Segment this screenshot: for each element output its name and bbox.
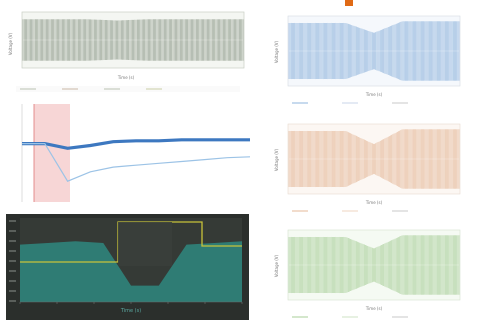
chart-top-left: Time (s) Voltage (V)	[6, 6, 248, 98]
y-tick-label	[9, 240, 16, 242]
chart-right-green-xlabel: Time (s)	[365, 306, 383, 311]
chart-bottom-left-xlabel: Time (s)	[120, 308, 141, 314]
chart-bottom-left: Time (s)	[6, 214, 249, 320]
fault-window	[34, 104, 70, 202]
chart-right-blue-ylabel: Voltage (V)	[274, 40, 279, 63]
legend-strip	[16, 86, 240, 92]
chart-right-orange-signal	[288, 129, 460, 189]
chart-bottom-left-ticks	[9, 220, 243, 304]
chart-right-green: Time (s) Voltage (V)	[272, 222, 472, 322]
chart-top-left-xlabel: Time (s)	[117, 75, 135, 80]
chart-right-orange-xlabel: Time (s)	[365, 200, 383, 205]
chart-top-left-svg: Time (s) Voltage (V)	[6, 6, 248, 98]
y-tick-label	[9, 290, 16, 292]
chart-right-green-ylabel: Voltage (V)	[274, 254, 279, 277]
chart-top-left-legend	[16, 86, 240, 92]
y-tick-label	[9, 250, 16, 252]
chart-right-green-svg: Time (s) Voltage (V)	[272, 222, 472, 322]
chart-right-blue: Time (s) Voltage (V)	[272, 6, 472, 108]
chart-right-green-signal	[288, 235, 460, 295]
y-tick-label	[9, 300, 16, 302]
chart-top-left-signal	[22, 19, 244, 61]
chart-right-orange-svg: Time (s) Voltage (V)	[272, 114, 472, 216]
chart-right-orange: Time (s) Voltage (V)	[272, 114, 472, 216]
y-tick-label	[9, 260, 16, 262]
y-tick-label	[9, 280, 16, 282]
chart-top-left-ylabel: Voltage (V)	[8, 32, 13, 55]
chart-bottom-left-svg: Time (s)	[6, 214, 249, 320]
chart-right-blue-svg: Time (s) Voltage (V)	[272, 6, 472, 108]
series-line-thick	[22, 138, 250, 150]
chart-middle-left	[4, 100, 254, 206]
series-line-thin	[22, 143, 251, 182]
y-tick-label	[9, 230, 16, 232]
chart-right-orange-ylabel: Voltage (V)	[274, 148, 279, 171]
teal-signal-area	[20, 241, 242, 302]
chart-right-blue-signal	[288, 21, 460, 81]
chart-right-blue-xlabel: Time (s)	[365, 92, 383, 97]
trigger-gap	[118, 222, 172, 266]
y-tick-label	[9, 220, 16, 222]
chart-middle-left-svg	[4, 100, 254, 206]
y-tick-label	[9, 270, 16, 272]
